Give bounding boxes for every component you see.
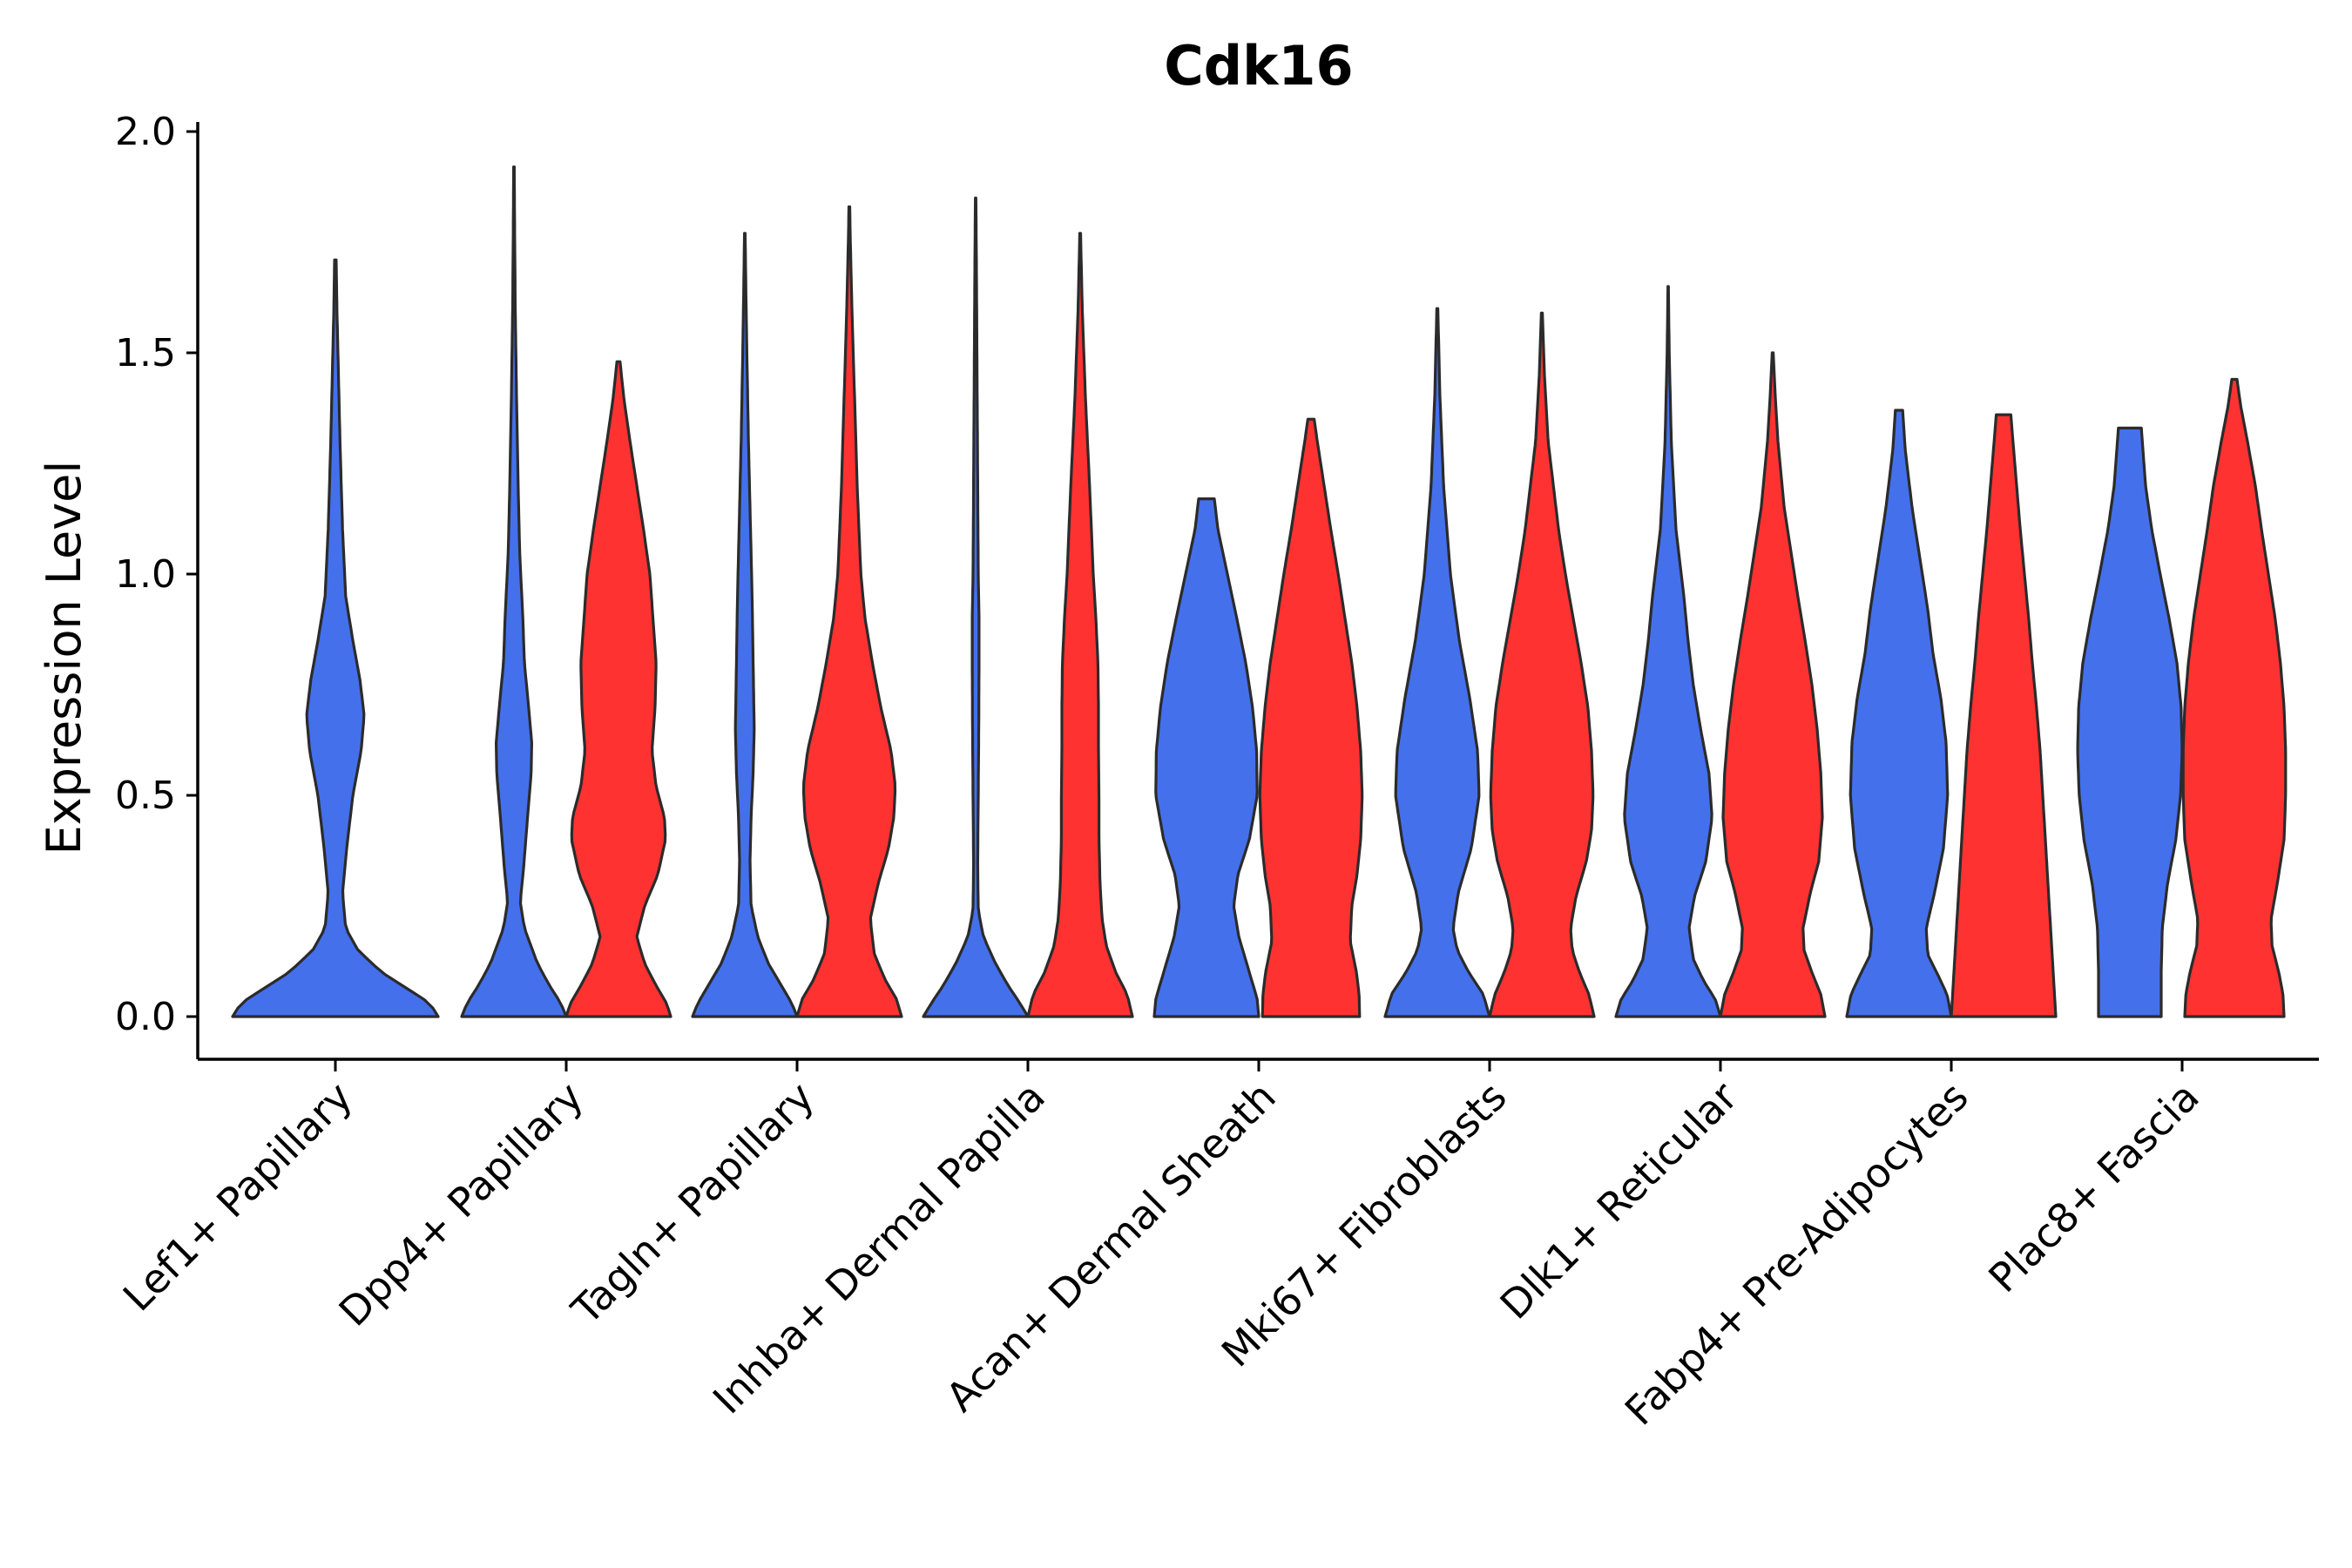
violin-group_a-1 — [231, 258, 440, 1018]
y-tick-label: 2.0 — [115, 110, 176, 154]
violin-group_b-4 — [1026, 232, 1134, 1018]
violin-group_a-8 — [1845, 409, 1953, 1018]
y-tick-label: 0.5 — [115, 774, 176, 818]
violin-group_b-6 — [1488, 311, 1596, 1018]
x-category-label: Tagln+ Papillary — [562, 1073, 823, 1335]
y-axis-ticks: 0.0 0.5 1.0 1.5 2.0 — [115, 110, 198, 1039]
x-category-label: Lef1+ Papillary — [114, 1073, 362, 1321]
violin-group_a-7 — [1614, 285, 1722, 1018]
violin-group_a-4 — [922, 196, 1030, 1018]
violin-group_a-6 — [1383, 307, 1491, 1018]
y-tick-label: 0.0 — [115, 995, 176, 1039]
chart-title: Cdk16 — [1164, 34, 1353, 98]
violin-group_a-9 — [2076, 426, 2184, 1018]
violin-group_b-8 — [1950, 413, 2058, 1018]
violin-group_b-2 — [564, 360, 672, 1018]
violin-group_b-5 — [1258, 417, 1364, 1018]
y-tick-label: 1.0 — [115, 552, 176, 597]
violin-group_a-2 — [460, 166, 568, 1018]
x-category-label: Dpp4+ Papillary — [330, 1073, 592, 1335]
violin-group_b-3 — [795, 205, 903, 1018]
violin-group_a-5 — [1152, 497, 1260, 1018]
violin-group_b-9 — [2181, 377, 2288, 1018]
y-tick-label: 1.5 — [115, 331, 176, 375]
violin-group_b-7 — [1719, 351, 1827, 1018]
x-category-label: Plac8+ Fascia — [1979, 1073, 2207, 1301]
violin-group_a-3 — [691, 232, 799, 1018]
violin-group — [231, 166, 2288, 1018]
y-axis-label: Expression Level — [37, 461, 91, 855]
x-category-label: Dlk1+ Reticular — [1491, 1073, 1747, 1328]
